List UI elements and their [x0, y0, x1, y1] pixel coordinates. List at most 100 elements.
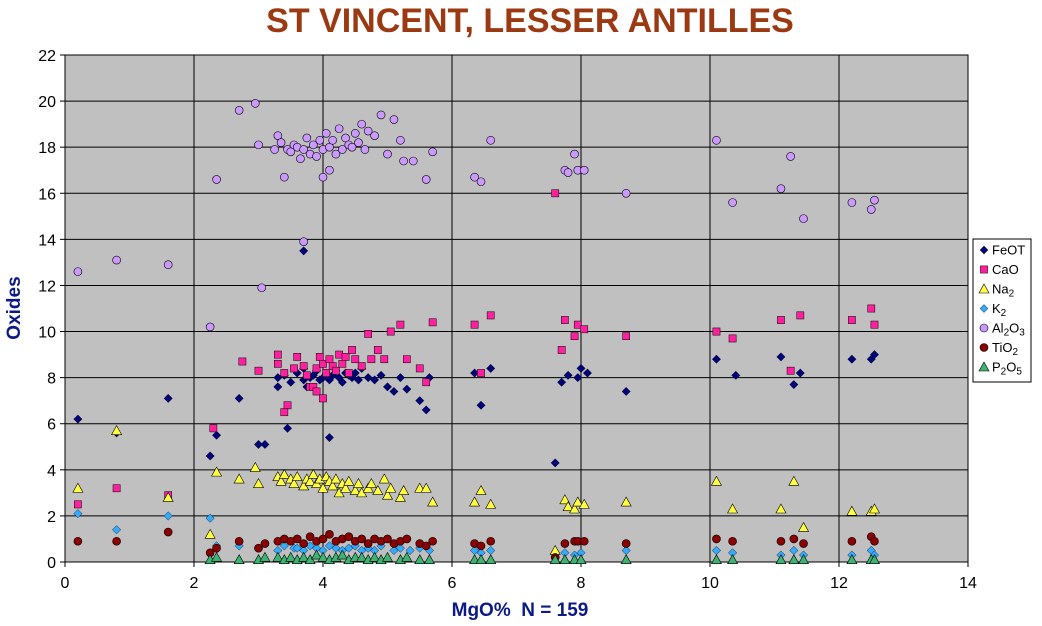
- feot-point: [337, 377, 347, 387]
- y-tick-label: 2: [47, 509, 56, 526]
- feot-point: [582, 368, 592, 378]
- data-points: [72, 99, 880, 564]
- cao-point: [557, 346, 566, 354]
- cao-point: [415, 364, 424, 373]
- al2o3-point: [579, 165, 589, 175]
- legend-marker-feot: [979, 245, 989, 255]
- x-tick-label: 14: [959, 575, 977, 592]
- feot-point: [205, 451, 215, 461]
- na2o-point: [846, 505, 858, 516]
- cao-point: [712, 327, 721, 336]
- tio2-point: [799, 539, 808, 548]
- p2o5-point: [414, 554, 426, 564]
- cao-point: [319, 359, 327, 368]
- cao-point: [848, 316, 856, 324]
- tio2-point: [260, 539, 270, 548]
- al2o3-point: [341, 133, 350, 143]
- tio2-point: [560, 539, 570, 548]
- k2o-point: [324, 541, 334, 551]
- legend-marker-tio2: [979, 343, 989, 352]
- na2o-point: [868, 503, 880, 514]
- k2o-point: [344, 543, 354, 553]
- k2o-point: [112, 525, 122, 535]
- al2o3-point: [570, 149, 579, 159]
- legend-marker-k2o: [979, 304, 989, 313]
- tio2-point: [325, 530, 334, 539]
- x-tick-label: 2: [190, 575, 199, 592]
- al2o3-point: [870, 195, 879, 205]
- na2o-point: [291, 471, 303, 482]
- k2o-point: [205, 513, 215, 523]
- al2o3-point: [234, 106, 244, 115]
- series-cao: [74, 189, 879, 509]
- series-p2o5: [204, 549, 880, 564]
- p2o5-point: [475, 554, 487, 564]
- feot-point: [795, 368, 805, 378]
- al2o3-point: [621, 188, 631, 198]
- k2o-point: [292, 543, 302, 553]
- na2o-point: [349, 484, 361, 495]
- x-axis-label: MgO% N = 159: [452, 600, 589, 621]
- al2o3-point: [273, 131, 283, 140]
- tio2-point: [776, 536, 786, 546]
- al2o3-point: [325, 165, 334, 175]
- series-al2o3: [73, 99, 879, 332]
- cao-point: [477, 369, 485, 377]
- feot-point: [557, 377, 567, 387]
- legend-label-feot: FeOT: [992, 243, 1025, 258]
- cao-point: [112, 484, 121, 493]
- tio2-point: [299, 539, 308, 548]
- feot-point: [550, 458, 560, 468]
- feot-point: [353, 375, 363, 385]
- cao-point: [341, 353, 350, 361]
- na2o-point: [788, 475, 800, 486]
- cao-point: [867, 304, 876, 313]
- p2o5-point: [272, 551, 284, 562]
- cao-point: [315, 353, 324, 361]
- na2o-point: [327, 480, 339, 491]
- tio2-point: [579, 536, 589, 546]
- tio2-point: [847, 536, 857, 546]
- al2o3-point: [328, 135, 337, 145]
- cao-point: [551, 189, 560, 198]
- legend-label-tio2: TiO2: [992, 340, 1018, 358]
- y-tick-label: 4: [47, 463, 56, 480]
- cao-point: [870, 320, 879, 329]
- p2o5-point: [798, 554, 810, 564]
- series-na2o: [72, 425, 880, 555]
- cao-point: [74, 500, 82, 509]
- cao-point: [209, 424, 218, 433]
- p2o5-point: [788, 554, 800, 564]
- feot-point: [234, 393, 244, 403]
- na2o-point: [578, 498, 590, 509]
- p2o5-point: [868, 554, 880, 564]
- cao-point: [332, 366, 340, 375]
- feot-point: [847, 354, 857, 364]
- cao-point: [293, 353, 302, 361]
- al2o3-point: [254, 140, 263, 150]
- cao-point: [299, 362, 308, 370]
- x-tick-label: 4: [319, 575, 328, 592]
- al2o3-point: [318, 172, 328, 182]
- cao-point: [319, 394, 327, 403]
- na2o-point: [620, 496, 632, 507]
- cao-point: [312, 364, 321, 373]
- feot-point: [573, 373, 583, 383]
- series-tio2: [73, 527, 879, 562]
- feot-point: [273, 382, 283, 392]
- feot-point: [711, 354, 721, 364]
- feot-point: [563, 370, 573, 380]
- tio2-point: [305, 532, 315, 541]
- al2o3-point: [408, 156, 418, 166]
- feot-point: [383, 382, 392, 392]
- p2o5-point: [423, 554, 435, 564]
- na2o-point: [211, 466, 223, 477]
- cao-point: [280, 369, 289, 377]
- al2o3-point: [728, 198, 737, 207]
- al2o3-point: [360, 145, 370, 154]
- tio2-point: [421, 541, 431, 551]
- y-tick-label: 8: [47, 371, 56, 388]
- feot-point: [731, 370, 741, 380]
- tio2-point: [712, 534, 721, 544]
